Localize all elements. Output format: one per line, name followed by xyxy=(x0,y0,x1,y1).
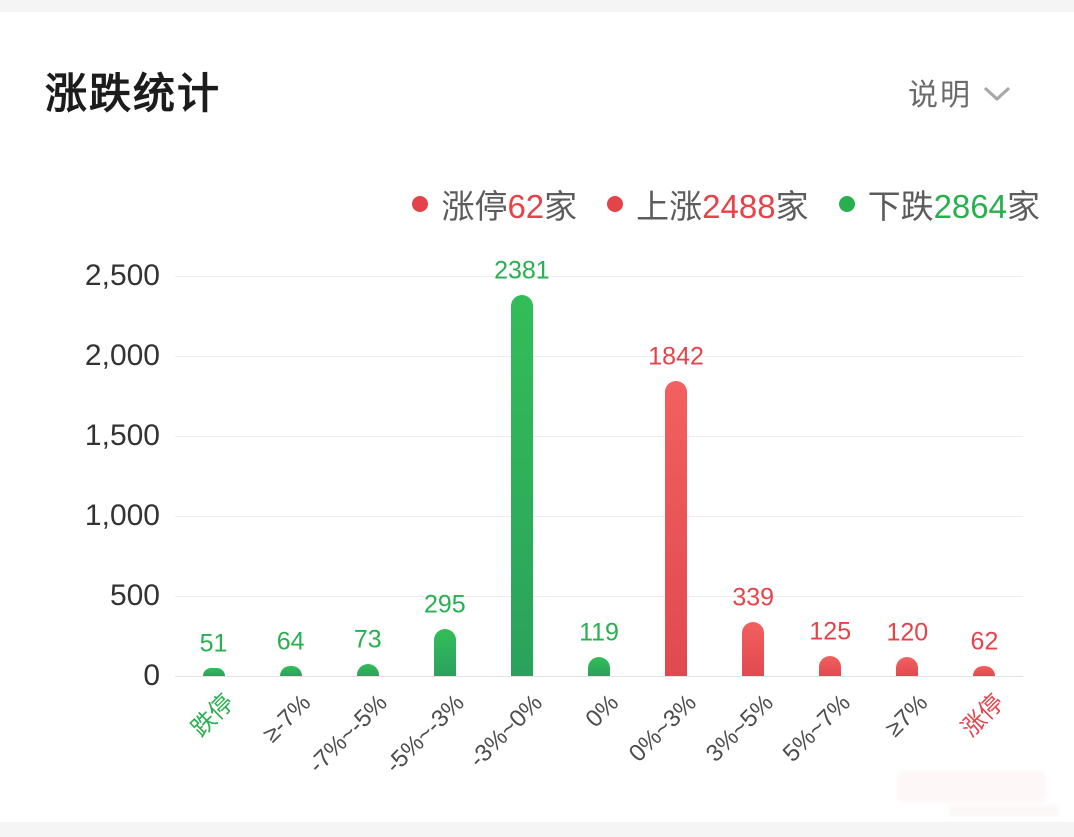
bar-value-label: 295 xyxy=(423,590,466,619)
help-label: 说明 xyxy=(908,79,972,112)
y-axis-tick-label: 2,500 xyxy=(84,259,160,292)
legend-item-value: 62 xyxy=(507,188,545,225)
legend-item-value: 2488 xyxy=(702,188,776,225)
bar-value-label: 339 xyxy=(732,583,775,611)
bar-5%~7%[interactable] xyxy=(819,656,842,676)
bar-value-label: 73 xyxy=(353,625,382,654)
x-axis-line xyxy=(175,675,1023,677)
legend-item-suffix: 家 xyxy=(544,188,578,225)
top-frame-strip xyxy=(0,0,1074,12)
bar--7%~-5%[interactable] xyxy=(356,664,379,676)
x-axis-category-label: 0%~3% xyxy=(623,689,702,768)
bar-跌停[interactable] xyxy=(202,667,225,676)
y-axis-tick-label: 2,000 xyxy=(84,339,160,372)
bar-value-label: 125 xyxy=(809,617,852,646)
bar-value-label: 2381 xyxy=(494,256,550,285)
x-axis-category-label: -7%~-5% xyxy=(303,689,394,779)
y-axis-tick-label: 1,500 xyxy=(84,419,160,452)
legend-dot-icon xyxy=(412,196,429,212)
legend-item-label: 上涨 xyxy=(636,188,703,225)
legend-item-label: 下跌 xyxy=(867,188,934,225)
bar-≥7%[interactable] xyxy=(896,656,919,676)
bar-value-label: 1842 xyxy=(648,342,704,371)
gridline xyxy=(175,595,1023,597)
page-title: 涨跌统计 xyxy=(45,70,222,117)
legend-item-suffix: 家 xyxy=(775,188,809,225)
gridline xyxy=(175,275,1023,277)
legend-item-text: 上涨2488家 xyxy=(636,180,808,228)
bar-value-label: 64 xyxy=(276,627,305,655)
legend-item-value: 2864 xyxy=(933,188,1007,225)
bar-≥-7%[interactable] xyxy=(279,665,302,676)
x-axis-category-label: -3%~0% xyxy=(463,689,548,774)
bar-涨停[interactable] xyxy=(973,666,996,676)
bar-3%~5%[interactable] xyxy=(742,621,765,676)
gridline xyxy=(175,355,1023,357)
y-axis-tick-label: 1,000 xyxy=(84,499,160,532)
bar-value-label: 51 xyxy=(199,629,228,658)
legend-item-text: 下跌2864家 xyxy=(868,180,1040,228)
help-toggle[interactable]: 说明 xyxy=(908,70,1010,114)
gridline xyxy=(175,435,1023,437)
x-axis-category-label: 3%~5% xyxy=(700,689,779,768)
x-axis-category-label: ≥-7% xyxy=(257,689,317,748)
bar-value-label: 62 xyxy=(970,627,999,656)
bar--5%~-3%[interactable] xyxy=(433,628,456,676)
bar-0%~3%[interactable] xyxy=(665,381,688,676)
x-axis-category-label: 涨停 xyxy=(956,689,1010,743)
x-axis-category-label: ≥7% xyxy=(879,689,933,743)
x-axis-category-label: 跌停 xyxy=(185,689,239,743)
bottom-frame-strip xyxy=(0,822,1074,837)
y-axis-tick-label: 0 xyxy=(143,659,160,692)
chevron-down-icon xyxy=(984,86,1010,101)
x-axis-category-label: 5%~7% xyxy=(777,689,856,768)
gridline xyxy=(175,515,1023,517)
x-axis-category-label: -5%~-3% xyxy=(380,689,471,779)
bar--3%~0%[interactable] xyxy=(510,295,533,676)
legend-dot-icon xyxy=(838,196,855,212)
bar-value-label: 120 xyxy=(886,618,929,647)
legend-item-suffix: 家 xyxy=(1007,188,1040,225)
x-axis-category-label: 0% xyxy=(580,689,625,733)
legend-item-label: 涨停 xyxy=(441,188,508,225)
bar-0%[interactable] xyxy=(588,656,610,676)
legend-item-下跌[interactable]: 下跌2864家 xyxy=(838,180,1040,228)
legend-item-涨停[interactable]: 涨停62家 xyxy=(412,180,577,228)
legend-item-text: 涨停62家 xyxy=(441,180,577,228)
bar-value-label: 119 xyxy=(579,618,619,647)
legend-item-上涨[interactable]: 上涨2488家 xyxy=(607,180,809,228)
legend: 涨停62家 上涨2488家 下跌2864家 xyxy=(412,180,1040,228)
y-axis-tick-label: 500 xyxy=(109,579,160,612)
legend-dot-icon xyxy=(607,196,624,212)
